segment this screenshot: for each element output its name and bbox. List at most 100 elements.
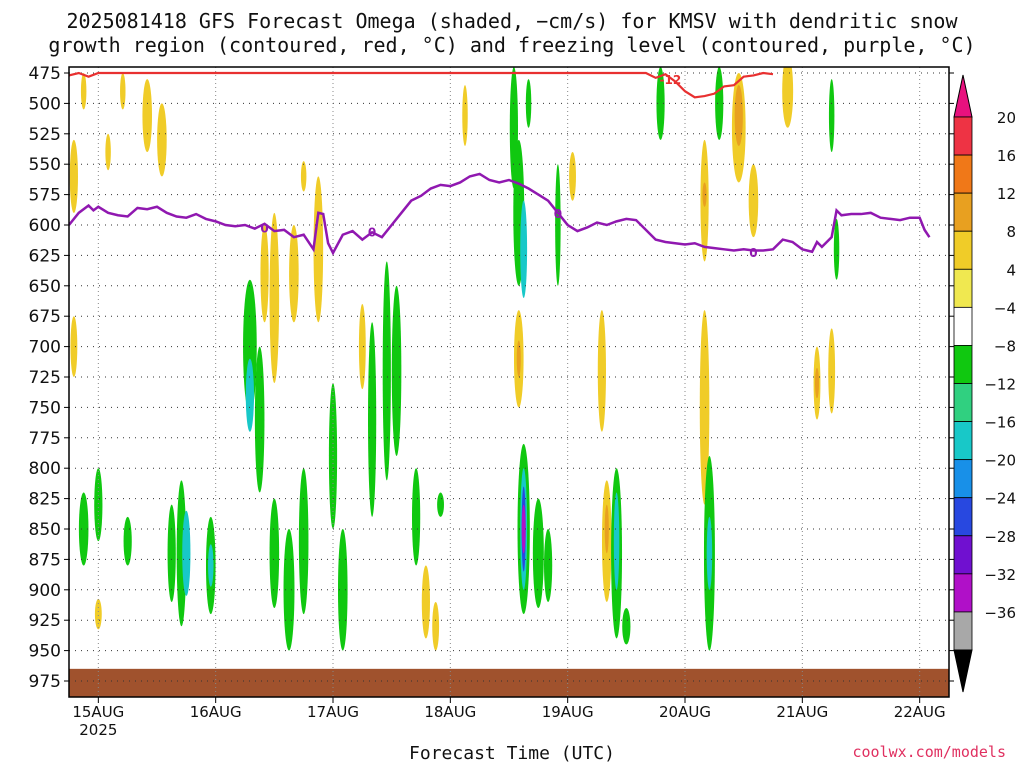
y-tick-label: 550 bbox=[29, 155, 61, 175]
freezing-level-label: 0 bbox=[554, 207, 562, 221]
omega-cell bbox=[80, 73, 87, 110]
omega-cell bbox=[105, 133, 111, 171]
omega-cell bbox=[604, 504, 609, 554]
y-tick-label: 725 bbox=[29, 368, 61, 388]
grid-lines bbox=[69, 67, 949, 697]
freezing-level-line bbox=[69, 172, 931, 256]
y-tick-label: 825 bbox=[29, 490, 61, 510]
colorbar-swatch bbox=[953, 116, 973, 156]
omega-cell bbox=[120, 73, 126, 110]
colorbar-label: −4 bbox=[994, 299, 1016, 317]
colorbar-swatch bbox=[953, 383, 973, 422]
chart-title-line1: 2025081418 GFS Forecast Omega (shaded, −… bbox=[66, 9, 958, 33]
colorbar-swatch bbox=[953, 306, 973, 346]
omega-cell bbox=[782, 67, 794, 128]
omega-cell bbox=[157, 103, 167, 177]
omega-cell bbox=[569, 152, 576, 201]
y-tick-label: 625 bbox=[29, 246, 61, 266]
x-tick-label: 18AUG bbox=[424, 703, 476, 721]
x-axis-title: Forecast Time (UTC) bbox=[409, 743, 615, 764]
colorbar-label: 16 bbox=[997, 147, 1016, 165]
colorbar-swatch bbox=[953, 192, 973, 232]
surface-band bbox=[69, 668, 949, 697]
y-tick-label: 850 bbox=[29, 520, 61, 540]
colorbar-swatch bbox=[953, 421, 973, 461]
y-tick-label: 875 bbox=[29, 550, 61, 570]
omega-cell bbox=[358, 304, 366, 390]
plot-border bbox=[68, 66, 950, 698]
omega-cell bbox=[516, 340, 521, 378]
y-tick-label: 975 bbox=[29, 672, 61, 692]
x-tick-label: 22AUG bbox=[894, 703, 946, 721]
credit-text: coolwx.com/models bbox=[852, 743, 1006, 761]
colorbar-label: −24 bbox=[984, 490, 1016, 508]
omega-cell bbox=[269, 212, 280, 384]
y-tick-label: 525 bbox=[29, 125, 61, 145]
colorbar-label: −36 bbox=[984, 604, 1016, 622]
omega-cell bbox=[300, 161, 307, 192]
omega-cell bbox=[706, 516, 713, 590]
omega-cell bbox=[421, 565, 430, 639]
omega-cell bbox=[298, 468, 309, 615]
y-tick-label: 750 bbox=[29, 398, 61, 418]
omega-cell bbox=[254, 346, 265, 493]
omega-shading bbox=[69, 67, 840, 651]
omega-cell bbox=[245, 358, 254, 432]
omega-cell bbox=[525, 79, 532, 128]
omega-cell bbox=[391, 285, 402, 457]
omega-cell bbox=[69, 139, 78, 213]
omega-cell bbox=[597, 310, 606, 432]
y-tick-label: 775 bbox=[29, 429, 61, 449]
y-tick-label: 650 bbox=[29, 277, 61, 297]
colorbar-top-arrow bbox=[953, 74, 973, 118]
colorbar-swatch bbox=[953, 345, 973, 384]
colorbar-label: −32 bbox=[984, 566, 1016, 584]
omega-cell bbox=[521, 504, 526, 554]
colorbar-swatch bbox=[953, 573, 973, 613]
omega-cell bbox=[78, 492, 89, 566]
omega-cell bbox=[828, 328, 836, 414]
freezing-level-label: 0 bbox=[368, 225, 376, 239]
x-tick-label: 16AUG bbox=[190, 703, 242, 721]
omega-cell bbox=[613, 492, 620, 590]
colorbar-label: 8 bbox=[1006, 223, 1016, 241]
colorbar-label: −8 bbox=[994, 337, 1016, 355]
terrain-surface bbox=[69, 668, 949, 697]
omega-cell bbox=[734, 85, 743, 146]
freezing-level-label: 0 bbox=[749, 246, 757, 260]
y-tick-label: 500 bbox=[29, 94, 61, 114]
omega-cell bbox=[94, 468, 103, 542]
omega-cell bbox=[289, 225, 299, 323]
x-tick-label: 21AUG bbox=[776, 703, 828, 721]
omega-cell bbox=[462, 85, 468, 146]
colorbar: 20 16 12 8 4 −4 −8 −12 −16 −20 −24 −28 −32 −36 bbox=[953, 74, 1016, 693]
y-tick-label: 700 bbox=[29, 338, 61, 358]
y-tick-label: 675 bbox=[29, 307, 61, 327]
x-tick-label: 20AUG bbox=[659, 703, 711, 721]
omega-cell bbox=[828, 79, 835, 153]
colorbar-swatch bbox=[953, 154, 973, 194]
omega-cell bbox=[532, 498, 544, 609]
omega-cell bbox=[702, 182, 707, 207]
omega-cell bbox=[412, 468, 421, 566]
omega-cell bbox=[656, 67, 665, 140]
contour-lines: 0 0 0 0 -12 bbox=[69, 71, 931, 260]
x-tick-label: 17AUG bbox=[307, 703, 359, 721]
dgz-contour-label: -12 bbox=[659, 73, 681, 87]
colorbar-label: −16 bbox=[984, 414, 1016, 432]
omega-cell bbox=[437, 492, 444, 517]
x-tick-sublabel: 2025 bbox=[79, 721, 117, 739]
omega-cell bbox=[167, 504, 176, 602]
omega-cell bbox=[520, 200, 528, 298]
y-tick-label: 900 bbox=[29, 581, 61, 601]
colorbar-swatch bbox=[953, 497, 973, 537]
colorbar-label: 4 bbox=[1006, 261, 1016, 279]
freezing-level-label: 0 bbox=[260, 222, 268, 236]
colorbar-bottom-arrow bbox=[953, 649, 973, 693]
y-tick-label: 575 bbox=[29, 186, 61, 206]
omega-cell bbox=[715, 67, 724, 140]
omega-cell bbox=[815, 367, 819, 399]
colorbar-swatch bbox=[953, 611, 973, 651]
omega-cell bbox=[833, 218, 840, 280]
